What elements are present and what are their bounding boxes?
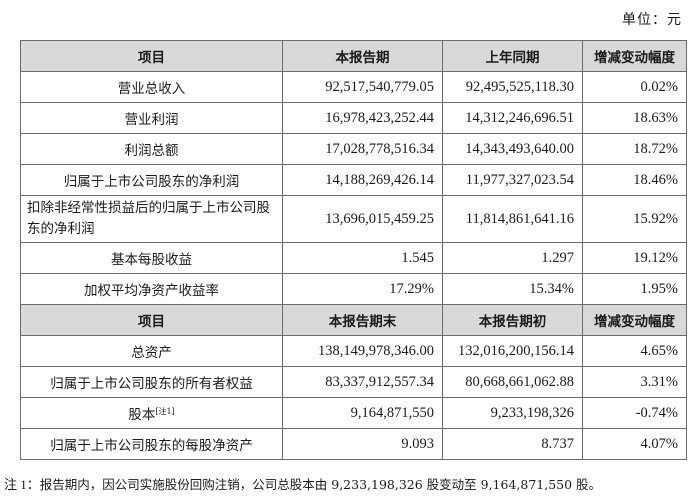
row-change: 1.95% — [582, 273, 687, 305]
table-row: 总资产 138,149,978,346.00 132,016,200,156.1… — [20, 335, 687, 367]
row-change: 3.31% — [582, 366, 687, 398]
table-row: 归属于上市公司股东的每股净资产 9.093 8.737 4.07% — [20, 428, 687, 460]
table-header-row: 项目 本报告期 上年同期 增减变动幅度 — [20, 40, 687, 72]
row-prior: 9,233,198,326 — [442, 397, 583, 429]
row-current: 14,188,269,426.14 — [282, 164, 443, 196]
note-reference: [注1] — [155, 407, 175, 416]
table-header-row: 项目 本报告期末 本报告期初 增减变动幅度 — [20, 304, 687, 336]
footnote-text: 报告期内，因公司实施股份回购注销，公司总股本由 9,233,198,326 股变… — [39, 477, 602, 492]
header-period-start: 本报告期初 — [442, 304, 583, 336]
row-prior: 14,312,246,696.51 — [442, 102, 583, 134]
row-change: 18.46% — [582, 164, 687, 196]
header-current-period: 本报告期 — [282, 40, 443, 72]
row-item: 归属于上市公司股东的所有者权益 — [20, 366, 283, 398]
row-change: 4.65% — [582, 335, 687, 367]
row-item: 股本 — [128, 407, 156, 423]
row-prior: 15.34% — [442, 273, 583, 305]
row-current: 13,696,015,459.25 — [282, 195, 443, 243]
row-prior: 8.737 — [442, 428, 583, 460]
table-row: 营业利润 16,978,423,252.44 14,312,246,696.51… — [20, 102, 687, 134]
row-current: 1.545 — [282, 242, 443, 274]
row-change: 15.92% — [582, 195, 687, 243]
row-current: 9.093 — [282, 428, 443, 460]
header-prior-period: 上年同期 — [442, 40, 583, 72]
row-prior: 132,016,200,156.14 — [442, 335, 583, 367]
table-row: 营业总收入 92,517,540,779.05 92,495,525,118.3… — [20, 71, 687, 103]
header-item: 项目 — [20, 304, 283, 336]
row-prior: 80,668,661,062.88 — [442, 366, 583, 398]
row-prior: 11,977,327,023.54 — [442, 164, 583, 196]
table-row: 股本[注1] 9,164,871,550 9,233,198,326 -0.74… — [20, 397, 687, 429]
row-item: 基本每股收益 — [20, 242, 283, 274]
row-item: 营业总收入 — [20, 71, 283, 103]
row-current: 17.29% — [282, 273, 443, 305]
row-current: 9,164,871,550 — [282, 397, 443, 429]
header-item: 项目 — [20, 40, 283, 72]
row-prior: 11,814,861,641.16 — [442, 195, 583, 243]
row-change: 18.63% — [582, 102, 687, 134]
row-current: 92,517,540,779.05 — [282, 71, 443, 103]
header-change: 增减变动幅度 — [582, 40, 687, 72]
financial-table: 项目 本报告期 上年同期 增减变动幅度 营业总收入 92,517,540,779… — [20, 40, 687, 460]
row-prior: 14,343,493,640.00 — [442, 133, 583, 165]
footnote: 注 1：报告期内，因公司实施股份回购注销，公司总股本由 9,233,198,32… — [4, 474, 601, 493]
footnote-label: 注 1： — [4, 477, 40, 492]
row-change: 19.12% — [582, 242, 687, 274]
row-item: 利润总额 — [20, 133, 283, 165]
row-prior: 1.297 — [442, 242, 583, 274]
row-item: 归属于上市公司股东的净利润 — [20, 164, 283, 196]
table-row: 归属于上市公司股东的所有者权益 83,337,912,557.34 80,668… — [20, 366, 687, 398]
row-current: 138,149,978,346.00 — [282, 335, 443, 367]
row-item-share-capital: 股本[注1] — [20, 397, 283, 429]
row-current: 83,337,912,557.34 — [282, 366, 443, 398]
row-item: 扣除非经常性损益后的归属于上市公司股东的净利润 — [20, 195, 283, 243]
table-row: 扣除非经常性损益后的归属于上市公司股东的净利润 13,696,015,459.2… — [20, 195, 687, 243]
table-row: 归属于上市公司股东的净利润 14,188,269,426.14 11,977,3… — [20, 164, 687, 196]
row-current: 16,978,423,252.44 — [282, 102, 443, 134]
row-item: 归属于上市公司股东的每股净资产 — [20, 428, 283, 460]
header-period-end: 本报告期末 — [282, 304, 443, 336]
table-row: 基本每股收益 1.545 1.297 19.12% — [20, 242, 687, 274]
row-change: 18.72% — [582, 133, 687, 165]
table-row: 加权平均净资产收益率 17.29% 15.34% 1.95% — [20, 273, 687, 305]
row-change: 0.02% — [582, 71, 687, 103]
row-item: 加权平均净资产收益率 — [20, 273, 283, 305]
unit-label: 单位：元 — [622, 12, 682, 28]
header-change: 增减变动幅度 — [582, 304, 687, 336]
row-prior: 92,495,525,118.30 — [442, 71, 583, 103]
row-current: 17,028,778,516.34 — [282, 133, 443, 165]
row-change: 4.07% — [582, 428, 687, 460]
row-item: 营业利润 — [20, 102, 283, 134]
table-row: 利润总额 17,028,778,516.34 14,343,493,640.00… — [20, 133, 687, 165]
row-change: -0.74% — [582, 397, 687, 429]
row-item: 总资产 — [20, 335, 283, 367]
